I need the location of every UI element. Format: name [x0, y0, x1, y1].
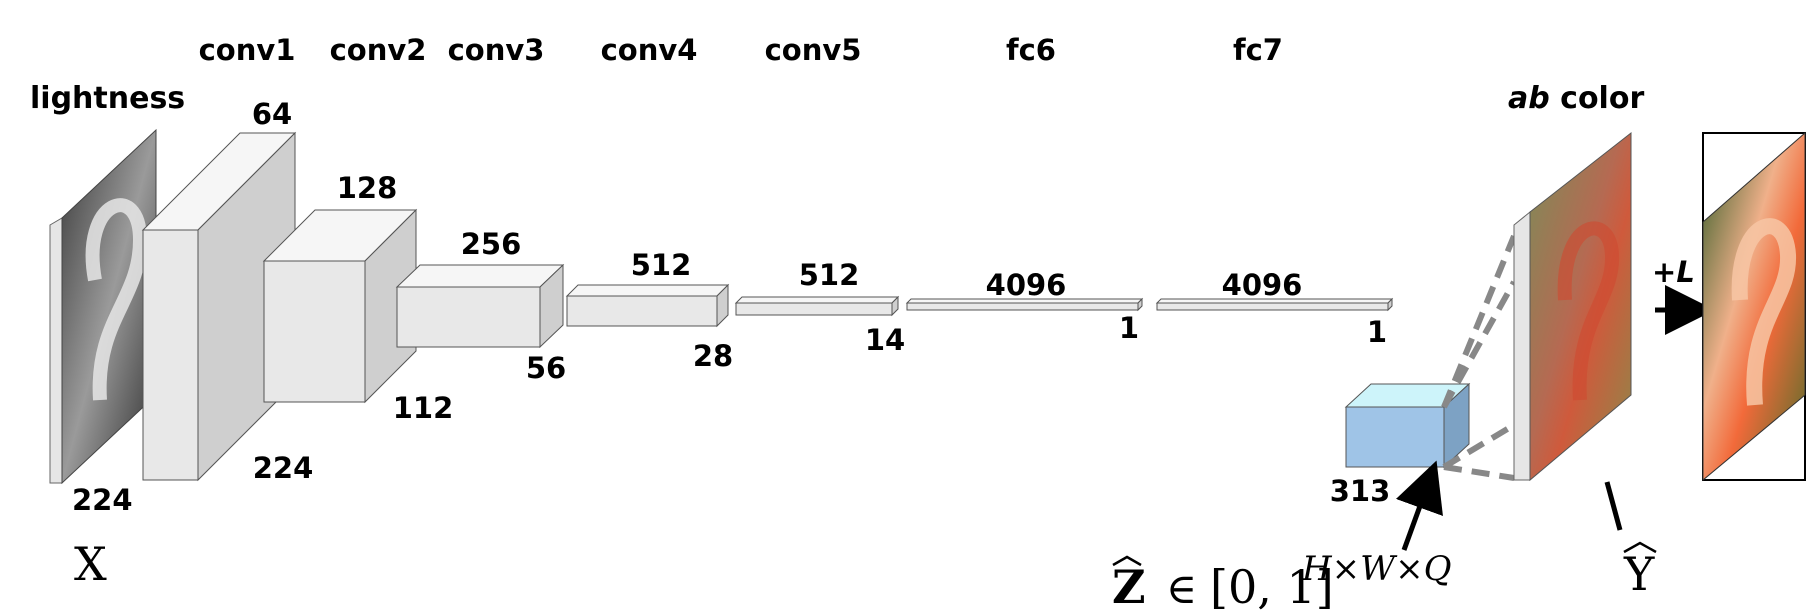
conv2-block	[262, 208, 418, 404]
layer-name-conv4: conv4	[601, 33, 698, 67]
fc6-channels: 4096	[986, 268, 1067, 302]
layer-name-fc7: fc7	[1233, 33, 1283, 67]
input-lightness-image	[49, 128, 157, 485]
conv4-channels: 512	[631, 248, 692, 282]
fc7-channels: 4096	[1222, 268, 1303, 302]
formula-z: Z	[1112, 560, 1146, 613]
conv4-block	[565, 283, 730, 328]
conv5-block	[734, 295, 900, 317]
conv5-channels: 512	[799, 258, 860, 292]
output-pointer-line	[1604, 481, 1623, 531]
output-title-rest: color	[1550, 81, 1645, 116]
layer-name-conv5: conv5	[765, 33, 862, 67]
formula-set: [0, 1]	[1210, 560, 1334, 613]
formula-exponent: H×W×Q	[1301, 549, 1451, 589]
formula-hat	[1112, 555, 1142, 567]
plus-l-sign: +	[1652, 255, 1676, 289]
output-symbol-text: Y	[1623, 547, 1655, 601]
output-symbol-hat	[1623, 541, 1657, 554]
fc6-block	[905, 297, 1144, 312]
fc7-resolution: 1	[1367, 315, 1387, 349]
plus-l-label: +L	[1652, 255, 1695, 289]
input-title: lightness	[30, 81, 185, 116]
conv1-channels: 64	[252, 97, 292, 131]
distribution-formula: Z ∈ [0, 1] H×W×Q	[1112, 549, 1451, 613]
conv3-channels: 256	[461, 227, 522, 261]
conv2-resolution: 112	[393, 391, 454, 425]
layer-name-conv1: conv1	[199, 33, 296, 67]
output-symbol: Y	[1623, 541, 1657, 601]
conv1-resolution: 224	[253, 451, 314, 485]
layer-name-conv2: conv2	[330, 33, 427, 67]
input-size-label: 224	[72, 483, 133, 517]
input-symbol: X	[74, 537, 107, 591]
conv3-resolution: 56	[526, 351, 566, 385]
fc6-resolution: 1	[1119, 311, 1139, 345]
final-color-image	[1702, 131, 1806, 482]
ab-color-image	[1513, 131, 1632, 482]
output-title: ab color	[1508, 81, 1644, 116]
distribution-block	[1344, 382, 1471, 469]
layer-name-conv3: conv3	[448, 33, 545, 67]
layer-name-fc6: fc6	[1006, 33, 1056, 67]
distribution-arrow	[1395, 460, 1443, 551]
dashed-connectors	[1441, 234, 1517, 481]
fc7-block	[1155, 297, 1394, 312]
formula-in: ∈	[1166, 564, 1197, 613]
conv4-resolution: 28	[693, 339, 733, 373]
conv3-block	[395, 263, 565, 349]
conv2-channels: 128	[337, 171, 398, 205]
distribution-channels: 313	[1330, 474, 1391, 508]
output-title-italic: ab	[1508, 81, 1550, 116]
input-symbol-text: X	[74, 537, 107, 591]
plus-l-var: L	[1676, 255, 1694, 289]
conv5-resolution: 14	[865, 323, 905, 357]
